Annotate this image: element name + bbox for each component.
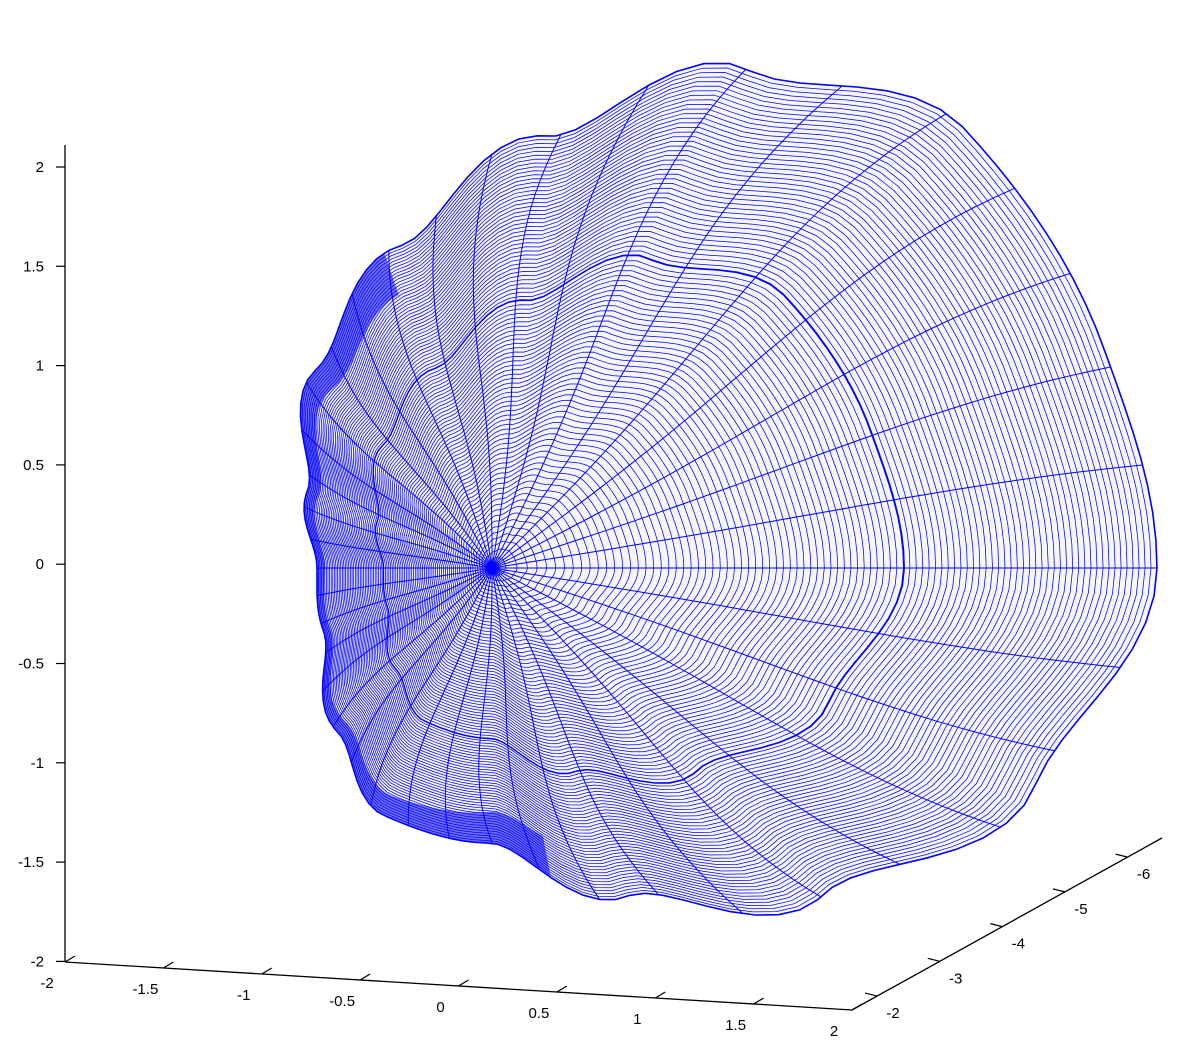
- mesh-meridian-line: [491, 272, 1071, 569]
- mesh-rim-line: [372, 254, 905, 784]
- mesh-meridian-line: [316, 567, 493, 597]
- mesh-pole-point: [486, 562, 498, 574]
- mesh-meridian-line: [491, 464, 1143, 569]
- mesh-meridian-line: [303, 506, 493, 569]
- x-tick-mark: [556, 985, 568, 993]
- y-tick-mark: [1052, 888, 1066, 893]
- y-axis-ticks: -2 -3 -4 -5 -6: [864, 853, 1150, 1022]
- z-tick-label: 0.5: [23, 457, 44, 474]
- z-tick-label: -1.5: [18, 854, 44, 871]
- x-tick-label: -2: [40, 975, 53, 992]
- mesh-meridian-line: [491, 567, 901, 865]
- x-tick-label: 1: [633, 1011, 641, 1028]
- x-tick-mark: [654, 991, 666, 999]
- mesh-meridian-line: [370, 567, 493, 806]
- y-tick-label: -2: [886, 1005, 899, 1022]
- mesh-meridian-line: [325, 567, 493, 654]
- mesh-meridian-line: [407, 567, 493, 826]
- y-tick-mark: [864, 992, 878, 997]
- mesh-meridian-line: [491, 567, 541, 870]
- mesh-meridian-line: [478, 568, 493, 844]
- y-tick-mark: [990, 923, 1003, 928]
- x-tick-mark: [261, 967, 273, 975]
- mesh-meridian-line: [309, 474, 493, 569]
- y-tick-label: -3: [949, 970, 962, 987]
- mesh-meridian-line: [388, 250, 493, 569]
- mesh-meridian-line: [332, 567, 493, 728]
- x-tick-mark: [64, 955, 76, 963]
- mesh-meridian-line: [491, 567, 659, 895]
- x-tick-mark: [753, 997, 764, 1005]
- y-tick-label: -6: [1137, 866, 1150, 883]
- x-tick-label: 0.5: [528, 1005, 549, 1022]
- mesh-meridian-line: [310, 538, 493, 569]
- surface-mesh: [299, 62, 1158, 916]
- x-tick-label: 0: [436, 999, 444, 1016]
- mesh-meridian-line: [491, 187, 1015, 569]
- z-tick-label: -1: [31, 755, 44, 772]
- mesh-meridian-line: [322, 567, 493, 692]
- z-tick-label: 1: [36, 358, 44, 375]
- x-tick-mark: [851, 1003, 863, 1011]
- mesh-meridian-line: [301, 429, 493, 569]
- y-tick-mark: [1115, 853, 1128, 858]
- y-tick-label: -5: [1074, 901, 1087, 918]
- y-tick-mark: [927, 957, 940, 962]
- x-axis-ticks: -2 -1.5 -1 -0.5 0 0.5 1 1.5 2: [40, 955, 863, 1040]
- mesh-meridian-line: [330, 346, 493, 569]
- mesh-meridian-line: [350, 567, 493, 762]
- mesh-meridian-line: [320, 567, 493, 625]
- mesh-meridian-line: [491, 68, 747, 569]
- surface-face: [300, 62, 1157, 916]
- mesh-meridian-line: [491, 567, 822, 898]
- x-tick-label: 2: [830, 1023, 838, 1040]
- x-tick-label: -1.5: [132, 981, 158, 998]
- x-tick-label: 1.5: [725, 1017, 746, 1034]
- x-tick-mark: [163, 961, 174, 969]
- z-tick-label: 0: [36, 556, 44, 573]
- mesh-meridian-line: [432, 216, 493, 569]
- x-tick-label: -0.5: [329, 993, 355, 1010]
- mesh-meridian-line: [491, 567, 1002, 828]
- mesh-meridian-line: [472, 153, 493, 568]
- mesh-meridian-line: [444, 567, 493, 839]
- z-axis-ticks: 2 1.5 1 0.5 0 -0.5 -1 -1.5 -2: [18, 159, 65, 970]
- mesh-meridian-line: [491, 567, 1055, 752]
- mesh-meridian-line: [491, 567, 744, 915]
- z-tick-label: -2: [31, 953, 44, 970]
- x-tick-label: -1: [237, 987, 250, 1004]
- mesh-meridian-line: [351, 293, 493, 569]
- mesh-meridian-line: [491, 366, 1111, 569]
- mesh-meridian-line: [491, 567, 601, 900]
- y-tick-label: -4: [1012, 936, 1025, 953]
- mesh-meridian-line: [491, 85, 843, 569]
- x-tick-mark: [458, 979, 469, 987]
- mesh-meridian-line: [491, 84, 650, 569]
- x-tick-mark: [359, 973, 371, 981]
- y-axis-line: [851, 837, 1163, 1011]
- z-tick-label: 1.5: [23, 258, 44, 275]
- mesh-meridian-line: [491, 134, 562, 569]
- z-tick-label: -0.5: [18, 656, 44, 673]
- mesh-meridian-line: [491, 112, 947, 569]
- mesh-meridian-line: [305, 382, 493, 569]
- mesh-meridian-line: [491, 567, 1121, 668]
- z-tick-label: 2: [36, 159, 44, 176]
